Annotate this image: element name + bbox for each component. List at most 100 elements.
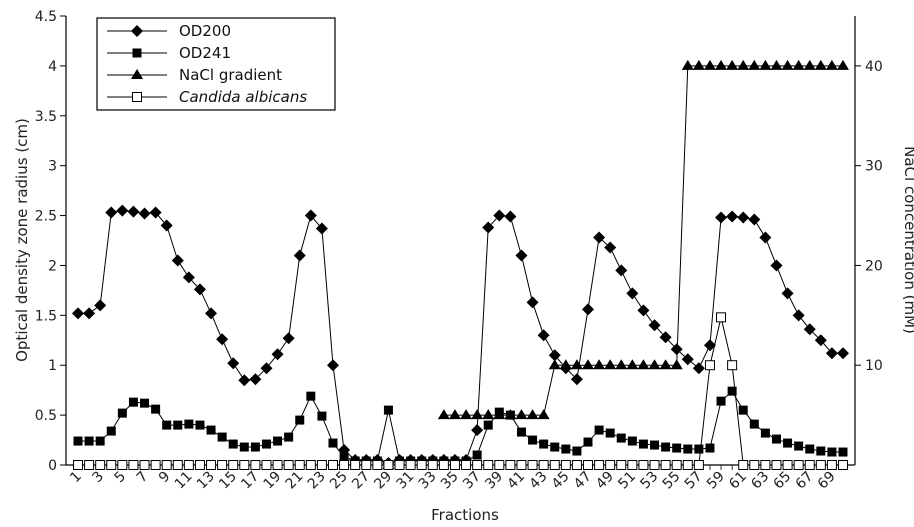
data-point: [361, 460, 372, 470]
data-point: [648, 359, 661, 370]
x-tick-label: 21: [283, 469, 307, 493]
data-point: [528, 435, 538, 445]
x-tick-label: 9: [156, 469, 174, 487]
data-point: [814, 334, 827, 347]
x-tick-label: 55: [660, 469, 684, 493]
data-point: [482, 221, 495, 234]
y-tick-label: 3.5: [35, 109, 57, 125]
data-point: [327, 359, 339, 372]
data-point: [693, 460, 704, 470]
legend-label: OD200: [179, 22, 231, 40]
y-tick-label: 1.5: [35, 308, 57, 324]
data-point: [84, 460, 95, 470]
data-point: [73, 460, 83, 470]
data-point: [449, 460, 460, 470]
data-point: [106, 460, 117, 470]
data-point: [505, 410, 515, 420]
data-point: [759, 231, 772, 244]
data-point: [670, 359, 683, 370]
data-point: [683, 444, 693, 454]
x-axis-title: Fractions: [431, 506, 499, 524]
data-point: [749, 419, 759, 429]
data-point: [594, 460, 605, 470]
data-point: [537, 409, 550, 420]
data-point: [206, 460, 217, 470]
data-point: [738, 405, 748, 415]
data-point: [538, 460, 549, 470]
data-point: [427, 460, 438, 470]
y-tick-label: 4.5: [35, 9, 57, 25]
data-point: [184, 419, 194, 429]
data-point: [132, 92, 142, 102]
y-tick-label: 2.5: [35, 209, 57, 225]
series-od241: [73, 386, 848, 466]
x-tick-label: 31: [394, 469, 418, 493]
data-point: [183, 460, 194, 470]
data-point: [505, 460, 516, 470]
x-tick-label: 45: [549, 469, 573, 493]
data-point: [526, 296, 539, 309]
data-point: [638, 460, 649, 470]
data-point: [571, 460, 582, 470]
data-point: [151, 404, 161, 414]
data-point: [106, 426, 116, 436]
data-point: [727, 386, 737, 396]
data-point: [783, 438, 793, 448]
data-point: [726, 59, 739, 70]
data-point: [294, 460, 305, 470]
y-tick-label: 0.5: [35, 408, 57, 424]
data-point: [228, 460, 239, 470]
data-point: [726, 210, 739, 223]
data-point: [472, 450, 482, 460]
data-point: [560, 460, 571, 470]
data-point: [306, 391, 316, 401]
data-point: [132, 48, 142, 58]
data-point: [350, 460, 361, 470]
x-tick-label: 65: [770, 469, 794, 493]
data-point: [582, 359, 594, 370]
x-tick-label: 51: [615, 469, 639, 493]
data-point: [438, 460, 449, 470]
data-point: [672, 443, 682, 453]
y-tick-label: 0: [48, 458, 57, 474]
data-point: [515, 409, 528, 420]
series-line: [78, 317, 843, 466]
data-point: [526, 409, 539, 420]
data-point: [715, 211, 728, 224]
data-point: [570, 359, 583, 370]
data-point: [227, 357, 240, 370]
data-point: [671, 460, 682, 470]
data-point: [548, 359, 561, 370]
data-point: [537, 329, 550, 342]
data-point: [837, 59, 849, 70]
data-point: [594, 425, 604, 435]
data-point: [128, 397, 138, 407]
data-point: [437, 409, 450, 420]
x-tick-label: 53: [637, 469, 661, 493]
x-tick-label: 57: [682, 469, 706, 493]
data-point: [681, 353, 694, 366]
x-tick-label: 29: [371, 469, 395, 493]
data-point: [131, 25, 143, 37]
data-point: [238, 374, 251, 387]
data-point: [94, 299, 107, 312]
x-tick-label: 23: [305, 469, 329, 493]
data-point: [659, 331, 672, 344]
data-point: [716, 396, 726, 406]
data-point: [483, 460, 494, 470]
data-point: [328, 438, 338, 448]
x-tick-label: 37: [460, 469, 484, 493]
data-point: [206, 425, 216, 435]
x-tick-label: 67: [793, 469, 817, 493]
data-point: [803, 323, 816, 336]
data-point: [239, 460, 250, 470]
data-point: [139, 460, 150, 470]
data-point: [659, 359, 672, 370]
x-tick-label: 59: [704, 469, 728, 493]
x-tick-label: 43: [527, 469, 551, 493]
legend-label: Candida albicans: [179, 88, 307, 106]
data-point: [816, 446, 826, 456]
series-od200: [72, 204, 849, 470]
series-candida-albicans: [73, 312, 848, 470]
data-point: [383, 405, 393, 415]
